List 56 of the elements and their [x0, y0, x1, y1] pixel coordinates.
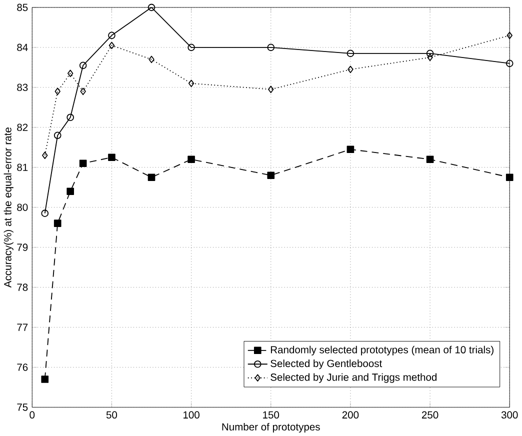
x-tick-label: 200 — [342, 411, 359, 418]
x-tick-label: 300 — [501, 411, 518, 418]
y-tick-label: 83 — [17, 84, 28, 91]
y-tick-label: 77 — [17, 324, 28, 331]
point — [267, 44, 275, 51]
point — [506, 174, 514, 181]
point — [42, 152, 48, 159]
point — [506, 32, 512, 39]
point — [188, 80, 194, 87]
x-tick-label: 0 — [30, 411, 35, 418]
point — [80, 88, 86, 95]
point — [346, 146, 354, 153]
point — [188, 156, 195, 163]
point — [66, 114, 74, 121]
point — [41, 210, 49, 217]
point — [41, 375, 49, 383]
point — [268, 86, 274, 93]
x-tick-label: 100 — [184, 411, 200, 418]
point — [54, 220, 62, 227]
point — [348, 66, 354, 73]
y-tick-label: 79 — [17, 244, 28, 251]
point — [188, 44, 195, 51]
point — [426, 156, 434, 163]
legend-label: Selected by Jurie and Triggs method — [270, 373, 436, 383]
y-axis-title: Accuracy(%) at the equal-error rate — [4, 127, 14, 288]
point — [506, 60, 514, 67]
x-tick-label: 50 — [106, 411, 118, 418]
point — [108, 32, 116, 39]
point — [346, 50, 354, 57]
point — [54, 88, 60, 95]
y-tick-label: 76 — [17, 363, 28, 371]
x-axis-title: Number of prototypes — [222, 422, 320, 432]
point — [108, 154, 116, 161]
point — [66, 188, 74, 195]
x-tick-label: 250 — [422, 411, 438, 418]
point — [426, 50, 434, 57]
point — [148, 56, 154, 63]
y-tick-label: 78 — [17, 283, 28, 291]
y-tick-label: 81 — [17, 164, 28, 171]
legend-label: Selected by Gentleboost — [270, 359, 382, 369]
y-tick-label: 75 — [17, 403, 28, 411]
y-tick-label: 84 — [17, 44, 28, 51]
point — [148, 174, 156, 181]
point — [67, 70, 74, 77]
point — [108, 42, 115, 49]
x-tick-label: 150 — [263, 411, 280, 418]
legend-label: Randomly selected prototypes (mean of 10 trials) — [270, 346, 494, 356]
y-tick-label: 82 — [17, 124, 28, 131]
point — [148, 4, 156, 11]
point — [79, 160, 87, 167]
point — [54, 132, 62, 139]
y-tick-label: 80 — [17, 204, 28, 211]
point — [267, 172, 275, 179]
point — [79, 62, 87, 69]
y-tick-label: 85 — [17, 4, 28, 11]
point — [427, 54, 433, 61]
